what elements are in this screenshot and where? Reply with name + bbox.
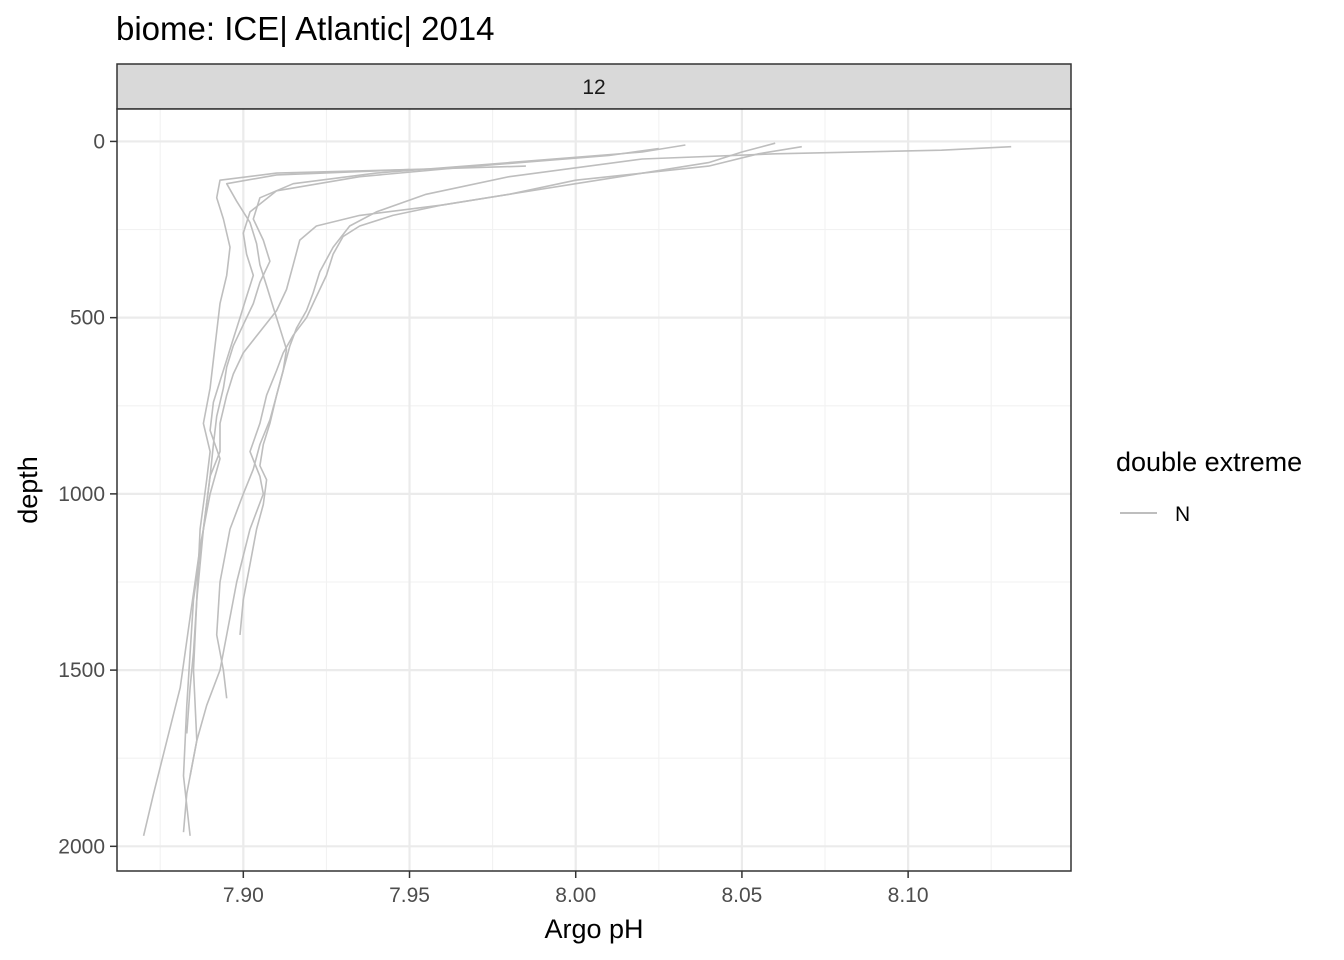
profile-line-6 xyxy=(186,165,526,734)
legend-entry-label: N xyxy=(1175,503,1190,526)
profile-line-1 xyxy=(239,145,1012,635)
major-grid xyxy=(117,109,1071,871)
profile-line-7 xyxy=(215,168,410,699)
legend-title: double extreme xyxy=(1116,447,1302,477)
y-axis: 0 500 1000 1500 2000 xyxy=(58,130,117,858)
chart-title: biome: ICE| Atlantic| 2014 xyxy=(116,10,495,47)
plot-panel-background xyxy=(117,109,1071,871)
y-tick-label: 1500 xyxy=(58,659,105,682)
x-axis-title: Argo pH xyxy=(544,914,643,944)
x-tick-label: 8.05 xyxy=(721,884,762,907)
y-tick-label: 0 xyxy=(93,130,105,153)
facet-strip xyxy=(116,63,1072,110)
profile-line-3 xyxy=(182,142,776,836)
plot-panel-border xyxy=(116,108,1072,872)
y-axis-title: depth xyxy=(13,456,43,524)
profile-line-5 xyxy=(142,147,659,836)
x-axis: 7.90 7.95 8.00 8.05 8.10 xyxy=(223,871,929,907)
x-tick-label: 7.95 xyxy=(389,884,430,907)
x-tick-label: 8.10 xyxy=(888,884,929,907)
y-tick-label: 2000 xyxy=(58,835,105,858)
legend: double extreme N xyxy=(1116,447,1302,526)
y-tick-label: 1000 xyxy=(58,483,105,506)
x-tick-label: 7.90 xyxy=(223,884,264,907)
facet-label: 12 xyxy=(582,76,605,99)
profile-lines xyxy=(142,142,1012,836)
x-tick-label: 8.00 xyxy=(555,884,596,907)
minor-grid xyxy=(117,109,1071,871)
y-tick-label: 500 xyxy=(70,307,105,330)
